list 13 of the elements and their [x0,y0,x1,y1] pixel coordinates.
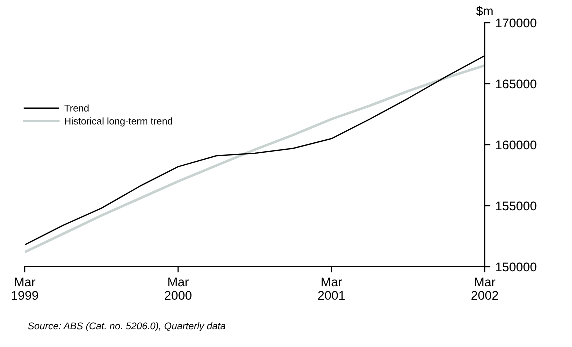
legend-label: Historical long-term trend [65,118,172,127]
x-tick-label: Mar 2002 [472,278,498,300]
y-tick-label: 165000 [496,80,537,89]
x-tick-label: Mar 1999 [12,278,38,300]
x-tick-label: Mar 2000 [165,278,192,300]
y-tick-label: 155000 [496,202,537,211]
y-tick-label: 160000 [496,140,537,150]
y-axis-title: $m [476,6,493,16]
x-tick-label: Mar 2001 [318,278,345,300]
source-note: Source: ABS (Cat. no. 5206.0), Quarterly data [28,322,226,332]
y-tick-label: 150000 [496,262,537,272]
y-tick-label: 170000 [496,18,537,28]
legend-label: Trend [64,104,89,112]
